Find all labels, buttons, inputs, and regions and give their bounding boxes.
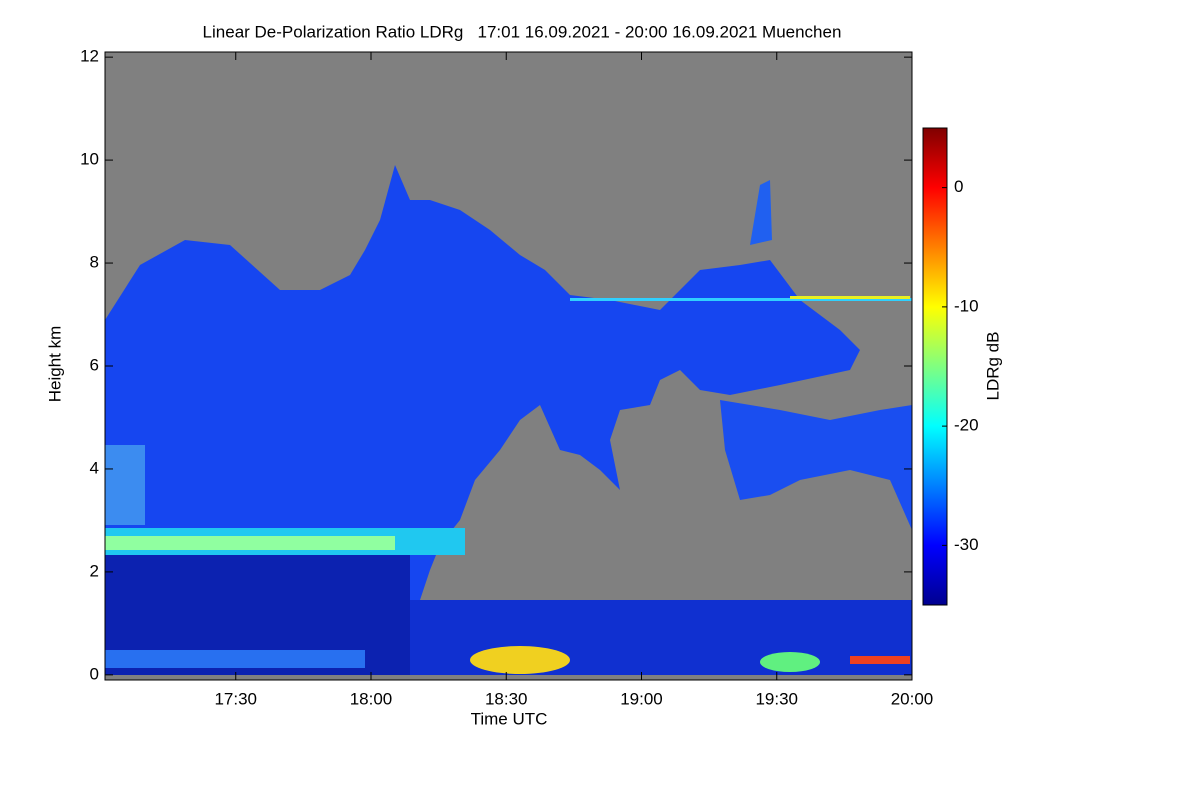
x-tick-label: 18:00 — [350, 689, 393, 708]
heatmap — [105, 52, 912, 680]
colorbar-tick-label: -30 — [954, 535, 979, 554]
x-tick-label: 17:30 — [214, 689, 257, 708]
cloud-region — [105, 445, 145, 525]
cloud-region — [105, 650, 365, 668]
colorbar-label: LDRg dB — [983, 332, 1002, 401]
x-tick-label: 19:30 — [755, 689, 798, 708]
cloud-region — [760, 652, 820, 672]
colorbar-tick-label: 0 — [954, 177, 963, 196]
y-tick-label: 2 — [90, 561, 99, 580]
y-tick-label: 12 — [80, 47, 99, 66]
cloud-region — [790, 296, 910, 299]
cloud-region — [105, 536, 395, 550]
colorbar-tick-label: -20 — [954, 416, 979, 435]
x-tick-label: 20:00 — [891, 689, 934, 708]
cloud-region — [570, 298, 912, 301]
cloud-region — [850, 656, 910, 664]
x-axis-label: Time UTC — [471, 709, 548, 728]
colorbar — [922, 127, 948, 606]
cloud-region — [750, 180, 772, 245]
x-tick-label: 19:00 — [620, 689, 663, 708]
y-tick-label: 4 — [90, 458, 99, 477]
y-tick-label: 0 — [90, 664, 99, 683]
x-tick-label: 18:30 — [485, 689, 528, 708]
y-tick-label: 10 — [80, 150, 99, 169]
cloud-region — [470, 646, 570, 674]
colorbar-tick-label: -10 — [954, 296, 979, 315]
y-axis-label: Height km — [45, 326, 64, 403]
chart-title: Linear De-Polarization Ratio LDRg 17:01 … — [203, 22, 842, 41]
y-tick-label: 8 — [90, 253, 99, 272]
cloud-region — [720, 400, 912, 530]
y-tick-label: 6 — [90, 355, 99, 374]
